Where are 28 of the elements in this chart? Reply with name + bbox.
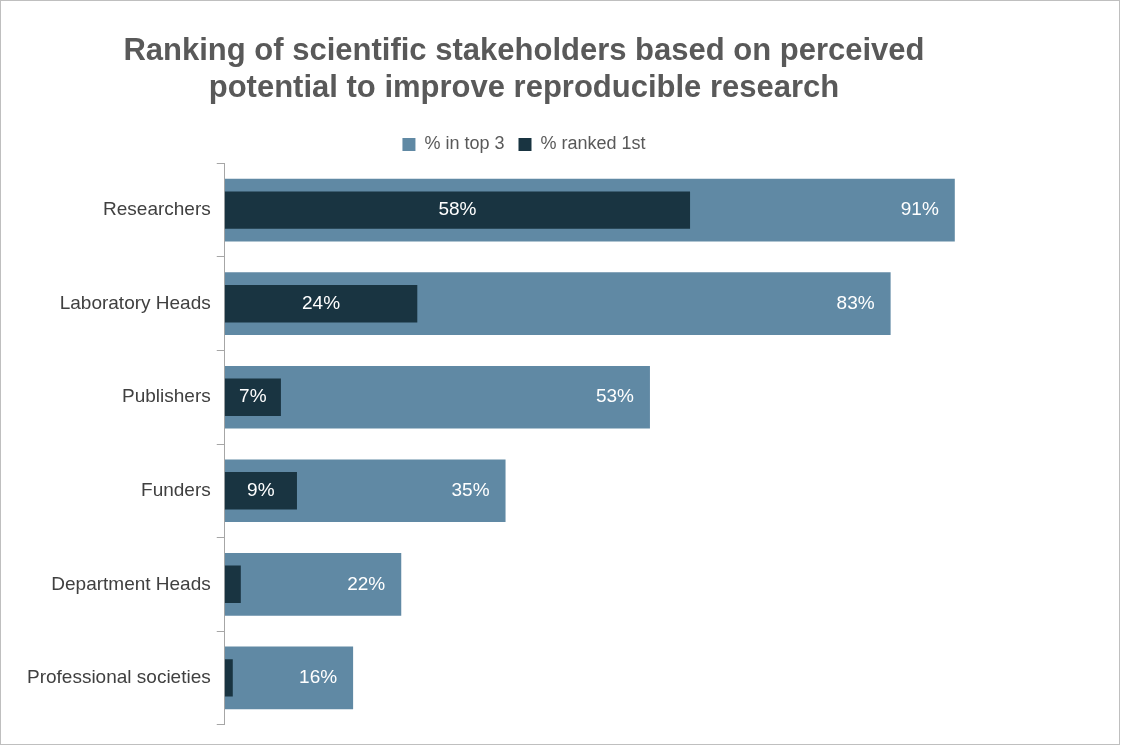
bar (224, 378, 281, 416)
data-label: 24% (302, 291, 341, 313)
bar (224, 472, 297, 510)
data-label: 58% (438, 198, 477, 220)
bar (224, 365, 650, 429)
data-label: 16% (299, 666, 338, 688)
legend-label: % ranked 1st (540, 133, 646, 154)
y-tick-label: Funders (141, 479, 211, 500)
bar (224, 284, 418, 323)
data-label: 91% (900, 198, 939, 220)
bar (224, 552, 402, 616)
data-label: 83% (836, 291, 875, 313)
bar (224, 646, 354, 710)
y-tick-label: Department Heads (51, 572, 211, 594)
y-tick-label: Professional societies (26, 666, 211, 688)
chart-title: Ranking of scientific stakeholders based on perceived potential to improve reproducible research (123, 32, 925, 105)
legend-label: % in top 3 (424, 133, 505, 154)
data-label: 53% (595, 385, 635, 407)
y-tick-label: Researchers (103, 198, 211, 220)
data-label: 35% (451, 479, 490, 500)
data-label: 22% (347, 572, 386, 594)
bar (224, 659, 233, 697)
data-label: 7% (239, 385, 267, 407)
y-tick-label: Laboratory Heads (59, 291, 211, 313)
bar (224, 565, 241, 604)
data-label: 9% (247, 479, 275, 500)
bar (224, 191, 691, 229)
y-tick-label: Publishers (122, 385, 211, 407)
